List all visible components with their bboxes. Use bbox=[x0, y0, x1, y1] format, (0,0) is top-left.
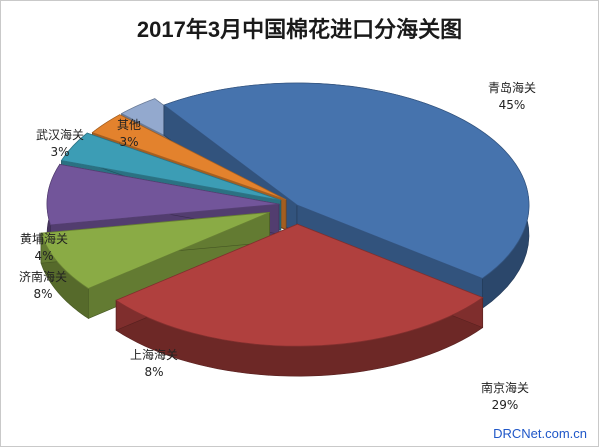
pie-slice-3 bbox=[40, 211, 270, 320]
slice-value-label: 8% bbox=[33, 287, 52, 301]
watermark: DRCNet.com.cn bbox=[493, 426, 587, 441]
slice-name-label: 上海海关 bbox=[130, 347, 178, 362]
pie-slice-2 bbox=[115, 223, 484, 377]
slice-value-label: 3% bbox=[119, 135, 138, 149]
slice-value-label: 29% bbox=[492, 398, 519, 412]
slice-name-label: 青岛海关 bbox=[488, 80, 536, 95]
slice-value-label: 8% bbox=[144, 365, 163, 379]
slice-name-label: 济南海关 bbox=[19, 269, 67, 284]
slice-name-label: 其他 bbox=[117, 118, 141, 132]
slice-name-label: 武汉海关 bbox=[36, 127, 84, 142]
slice-name-label: 南京海关 bbox=[481, 380, 529, 395]
chart-title: 2017年3月中国棉花进口分海关图 bbox=[136, 17, 463, 42]
slice-value-label: 3% bbox=[50, 145, 69, 159]
slice-value-label: 4% bbox=[34, 249, 53, 263]
slice-value-label: 45% bbox=[499, 98, 526, 112]
slice-name-label: 黄埔海关 bbox=[20, 231, 68, 246]
